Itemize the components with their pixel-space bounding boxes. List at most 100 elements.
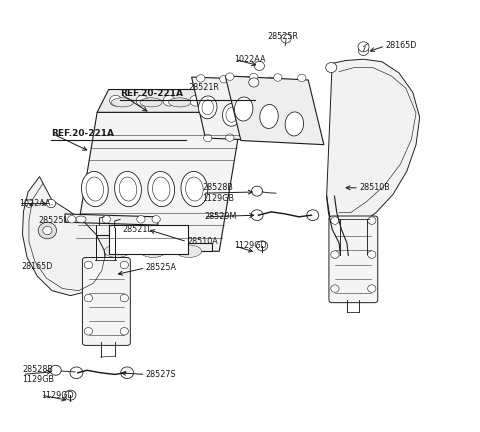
Ellipse shape (86, 177, 104, 201)
Circle shape (307, 210, 319, 221)
Circle shape (274, 74, 282, 81)
Ellipse shape (246, 111, 265, 133)
Circle shape (266, 77, 274, 85)
Text: 28510B: 28510B (359, 183, 390, 192)
Circle shape (65, 390, 76, 400)
Ellipse shape (119, 177, 137, 201)
Text: 28165D: 28165D (21, 262, 52, 271)
Circle shape (216, 95, 228, 106)
Ellipse shape (104, 245, 130, 257)
Ellipse shape (82, 172, 108, 206)
Circle shape (248, 133, 256, 141)
Circle shape (226, 134, 234, 141)
Ellipse shape (199, 96, 217, 119)
Circle shape (243, 76, 251, 84)
Circle shape (358, 42, 369, 52)
Circle shape (84, 294, 93, 302)
Text: 28525L: 28525L (38, 216, 69, 226)
Polygon shape (74, 112, 242, 251)
Circle shape (257, 241, 268, 251)
FancyBboxPatch shape (83, 257, 131, 346)
Circle shape (109, 95, 121, 106)
Circle shape (331, 251, 339, 258)
Circle shape (250, 73, 258, 81)
Text: 28529M: 28529M (204, 213, 237, 221)
Ellipse shape (140, 245, 166, 257)
Ellipse shape (250, 115, 262, 130)
Text: 28528B
1129GB: 28528B 1129GB (202, 184, 234, 203)
Text: 28521R: 28521R (188, 83, 219, 92)
Circle shape (368, 285, 376, 292)
Polygon shape (56, 235, 212, 251)
Circle shape (136, 95, 148, 106)
Circle shape (281, 34, 291, 43)
Circle shape (137, 216, 145, 223)
Text: 1129GD: 1129GD (41, 391, 73, 400)
Ellipse shape (115, 172, 142, 206)
Ellipse shape (148, 172, 175, 206)
Circle shape (120, 327, 129, 335)
Text: 28510A: 28510A (187, 237, 218, 246)
Circle shape (331, 217, 339, 224)
Ellipse shape (226, 107, 238, 122)
Circle shape (331, 285, 339, 292)
Text: 28527S: 28527S (145, 370, 176, 379)
Circle shape (359, 46, 369, 55)
Circle shape (102, 216, 110, 223)
Polygon shape (97, 89, 254, 112)
Circle shape (368, 217, 376, 224)
Circle shape (204, 134, 212, 142)
Circle shape (368, 251, 376, 258)
Circle shape (326, 63, 337, 73)
Polygon shape (65, 214, 158, 225)
Ellipse shape (285, 112, 304, 136)
Circle shape (50, 365, 61, 375)
Circle shape (84, 261, 93, 269)
Ellipse shape (234, 97, 253, 121)
Circle shape (252, 186, 263, 196)
Polygon shape (326, 59, 420, 225)
Circle shape (190, 95, 202, 106)
Circle shape (25, 200, 33, 207)
Polygon shape (108, 225, 188, 254)
Text: 28521L: 28521L (122, 225, 152, 234)
Ellipse shape (202, 100, 214, 115)
Ellipse shape (76, 216, 86, 222)
Circle shape (197, 75, 205, 82)
Circle shape (38, 222, 57, 239)
Ellipse shape (181, 172, 208, 206)
Text: REF.20-221A: REF.20-221A (120, 89, 183, 98)
Text: 1022AA: 1022AA (234, 55, 266, 64)
Circle shape (43, 226, 52, 235)
Text: 28528B
1129GB: 28528B 1129GB (23, 365, 55, 384)
Text: 28165D: 28165D (385, 41, 417, 51)
Text: 28525A: 28525A (145, 264, 177, 272)
Circle shape (70, 367, 83, 378)
Circle shape (249, 78, 259, 87)
Ellipse shape (260, 105, 278, 128)
Circle shape (120, 261, 129, 269)
Circle shape (298, 74, 306, 82)
FancyBboxPatch shape (329, 216, 378, 303)
Circle shape (251, 210, 263, 221)
Text: 1022AA: 1022AA (19, 199, 50, 208)
Ellipse shape (140, 98, 162, 107)
Text: 1129GD: 1129GD (234, 241, 267, 251)
Circle shape (152, 216, 160, 223)
Circle shape (47, 200, 56, 208)
Circle shape (120, 367, 133, 378)
Circle shape (226, 73, 234, 80)
Circle shape (120, 294, 129, 302)
Polygon shape (225, 76, 324, 145)
Ellipse shape (222, 103, 241, 126)
Circle shape (84, 327, 93, 335)
Polygon shape (23, 177, 107, 295)
Circle shape (68, 216, 76, 223)
Ellipse shape (68, 245, 94, 257)
Circle shape (163, 95, 175, 106)
Ellipse shape (168, 98, 191, 107)
Text: REF.20-221A: REF.20-221A (51, 129, 114, 137)
Ellipse shape (176, 245, 202, 257)
Circle shape (220, 76, 228, 83)
Circle shape (254, 61, 264, 70)
